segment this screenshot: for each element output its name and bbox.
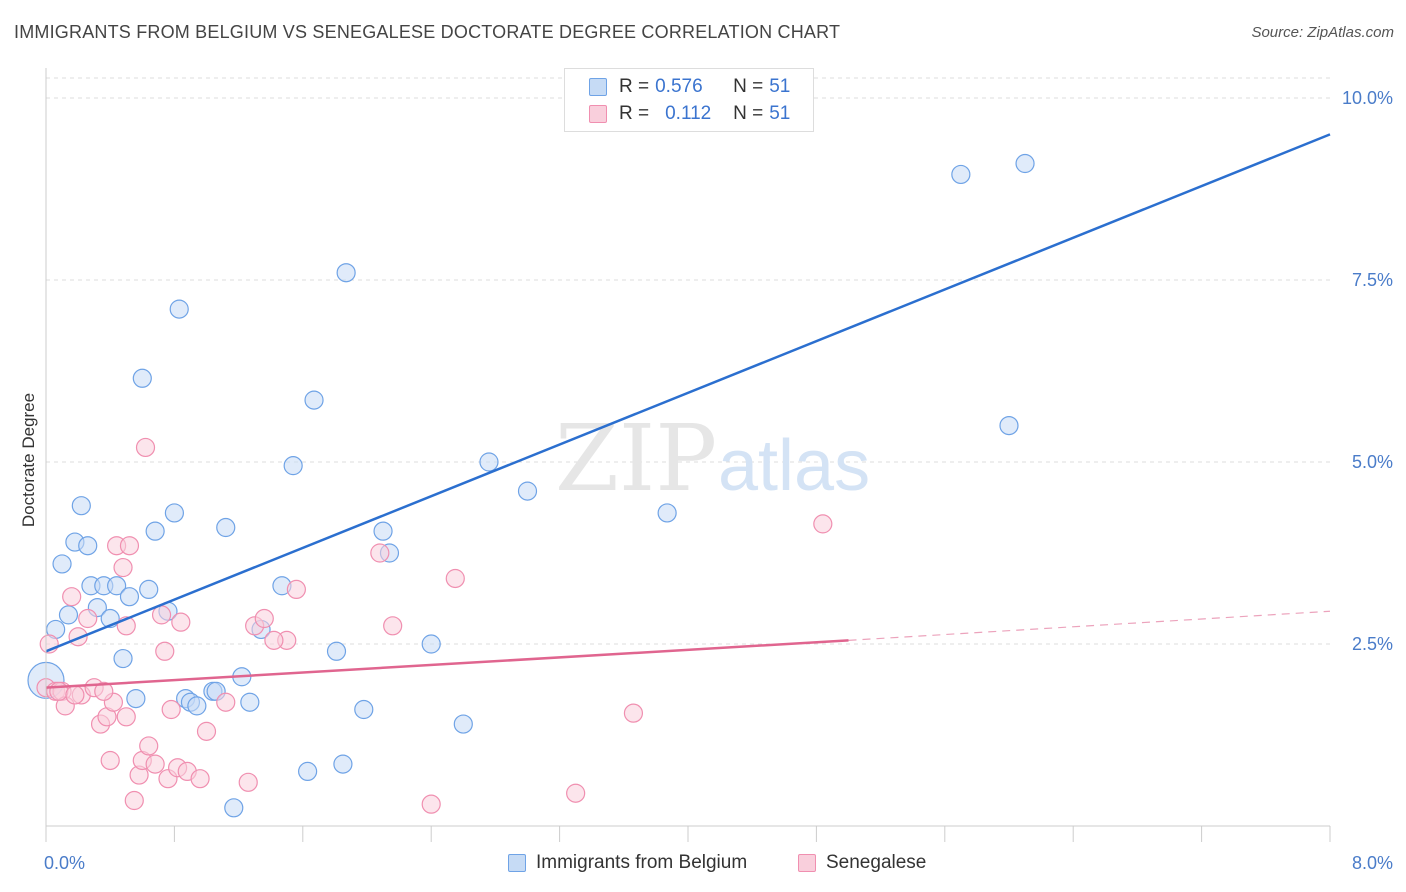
senegalese-point <box>370 543 390 563</box>
senegalese-point <box>623 703 644 723</box>
belgium-point <box>52 554 72 574</box>
senegalese-point <box>445 568 465 589</box>
belgium-point <box>421 634 441 654</box>
senegalese-point <box>216 692 236 712</box>
senegalese-point <box>65 685 85 705</box>
legend-r-value: 0.112 <box>665 103 712 124</box>
senegalese-point <box>113 557 133 578</box>
belgium-point <box>240 692 260 712</box>
legend-swatch-belgium <box>589 78 607 96</box>
senegalese-point <box>286 579 306 600</box>
source-label: Source: ZipAtlas.com <box>1251 24 1394 41</box>
belgium-point <box>169 299 189 319</box>
senegalese-point <box>100 750 120 771</box>
watermark-atlas: atlas <box>718 426 870 506</box>
senegalese-point <box>383 616 403 636</box>
belgium-point <box>187 696 207 716</box>
chart-title: IMMIGRANTS FROM BELGIUM VS SENEGALESE DO… <box>14 22 841 42</box>
senegalese-point <box>264 630 284 650</box>
x-tick-label: 0.0% <box>44 853 85 873</box>
belgium-point <box>517 481 538 501</box>
senegalese-point <box>161 699 181 720</box>
senegalese-point <box>813 514 833 534</box>
belgium-point <box>304 390 324 410</box>
y-tick-label: 2.5% <box>1352 634 1393 654</box>
belgium-point <box>119 587 140 607</box>
belgium-point <box>132 368 152 388</box>
belgium-point <box>58 605 79 625</box>
legend-r-value: 0.576 <box>655 76 703 97</box>
senegalese-point <box>94 681 114 701</box>
bottom-legend-belgium: Immigrants from Belgium <box>508 852 747 874</box>
belgium-point <box>78 536 98 556</box>
senegalese-point <box>139 736 159 756</box>
legend-n-value: 51 <box>769 76 791 97</box>
belgium-point <box>336 263 356 283</box>
senegalese-trend-extension <box>848 610 1331 641</box>
belgium-point <box>283 456 303 476</box>
belgium-point <box>333 754 353 774</box>
belgium-point <box>298 761 318 782</box>
senegalese-point <box>145 754 165 774</box>
bottom-legend-swatch-senegalese <box>798 854 816 872</box>
legend-row-belgium: R = 0.576 N = 51 <box>589 74 790 100</box>
senegalese-point <box>49 681 69 701</box>
belgium-point <box>373 521 393 541</box>
senegalese-point <box>196 721 217 741</box>
belgium-trend-line <box>45 133 1331 653</box>
belgium-point <box>139 579 159 600</box>
belgium-point <box>107 576 127 596</box>
belgium-point <box>657 503 677 523</box>
watermark-zip: ZIP <box>555 405 717 512</box>
y-axis-label: Doctorate Degree <box>19 393 38 527</box>
legend-n-label: N = <box>733 103 764 124</box>
bottom-legend-label-belgium: Immigrants from Belgium <box>536 852 748 873</box>
belgium-point <box>354 699 374 720</box>
senegalese-point <box>116 707 136 727</box>
senegalese-point <box>62 587 82 607</box>
belgium-point <box>224 798 244 818</box>
senegalese-point <box>171 612 191 632</box>
x-tick-label: 8.0% <box>1352 853 1393 873</box>
bottom-legend-senegalese: Senegalese <box>798 852 926 874</box>
belgium-point <box>951 164 971 185</box>
senegalese-point <box>155 641 175 661</box>
senegalese-point <box>190 769 210 789</box>
senegalese-point <box>238 772 258 792</box>
senegalese-point <box>119 536 140 556</box>
y-tick-label: 7.5% <box>1352 270 1393 290</box>
senegalese-trend-line <box>45 639 849 689</box>
legend-row-senegalese: R = 0.112 N = 51 <box>589 101 790 127</box>
senegalese-point <box>78 608 98 629</box>
belgium-point <box>164 503 184 523</box>
y-tick-label: 5.0% <box>1352 452 1393 472</box>
legend-swatch-senegalese <box>589 105 607 123</box>
belgium-point <box>453 714 473 734</box>
y-tick-label: 10.0% <box>1342 88 1393 108</box>
legend-n-label: N = <box>733 76 764 97</box>
belgium-point <box>1015 153 1035 174</box>
belgium-point <box>479 452 499 472</box>
senegalese-point <box>124 790 144 811</box>
senegalese-point <box>254 608 274 629</box>
belgium-point <box>145 521 165 541</box>
belgium-point <box>326 641 347 661</box>
bottom-legend-swatch-belgium <box>508 854 526 872</box>
belgium-point <box>216 517 236 538</box>
belgium-point <box>126 688 146 709</box>
senegalese-point <box>421 794 441 814</box>
senegalese-point <box>566 783 586 803</box>
legend-r-label: R = <box>619 76 650 97</box>
bottom-legend-label-senegalese: Senegalese <box>826 852 927 873</box>
belgium-point <box>113 648 133 669</box>
senegalese-point <box>135 437 156 458</box>
belgium-point <box>999 416 1019 436</box>
belgium-point <box>71 496 91 516</box>
legend-r-label: R = <box>619 103 650 124</box>
legend-box: R = 0.576 N = 51 R = 0.112 N = 51 <box>564 68 814 132</box>
legend-n-value: 51 <box>769 103 791 124</box>
